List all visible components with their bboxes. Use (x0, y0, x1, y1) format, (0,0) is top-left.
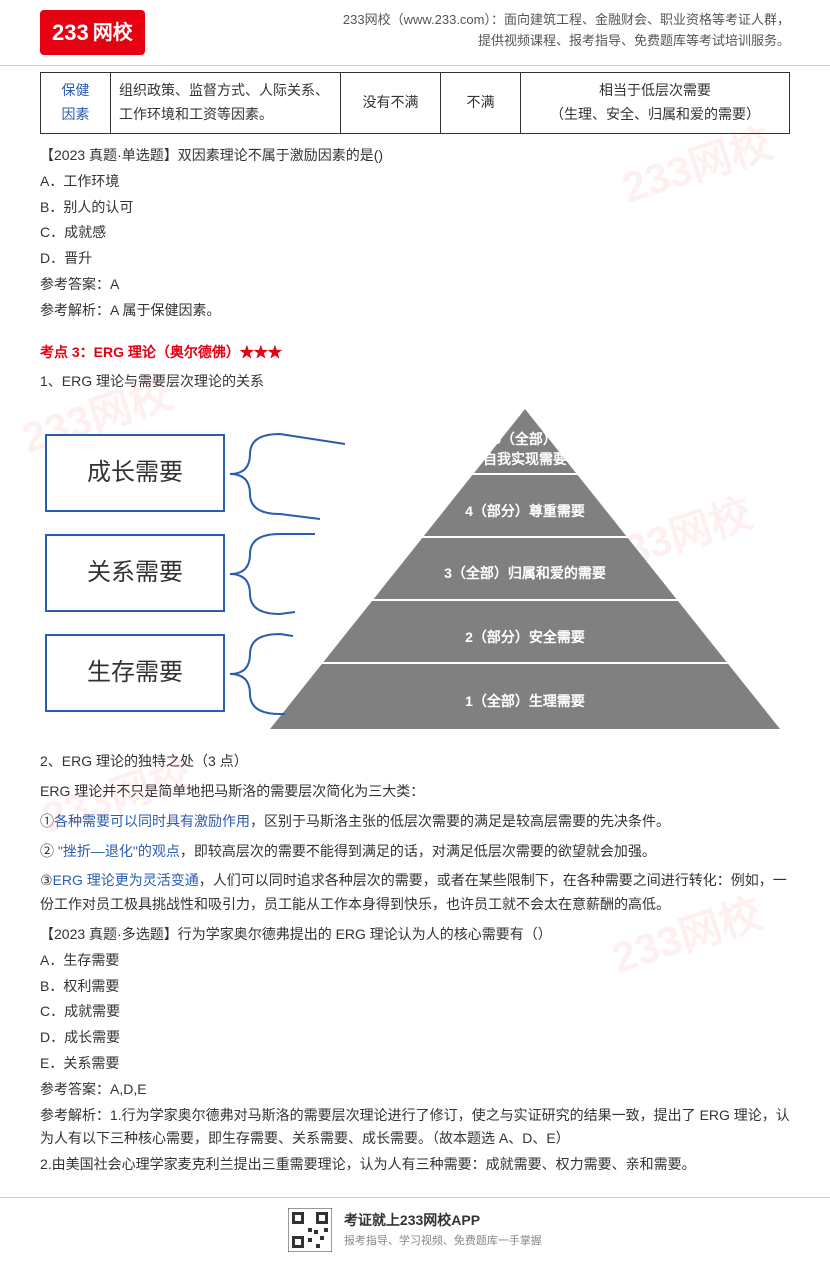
cell-present: 没有不满 (341, 73, 441, 134)
body-p3: ERG 理论并不只是简单地把马斯洛的需要层次简化为三大类： (40, 780, 790, 804)
brace-growth (225, 424, 365, 524)
q2-option-e: E．关系需要 (40, 1052, 790, 1076)
cell-line: （生理、安全、归属和爱的需要） (529, 103, 781, 127)
qr-code-icon (288, 1208, 332, 1252)
q1-explanation: 参考解析：A 属于保健因素。 (40, 299, 790, 323)
q1-option-d: D．晋升 (40, 247, 790, 271)
body-p5: ② "挫折—退化"的观点，即较高层次的需要不能得到满足的话，对满足低层次需要的欲… (40, 840, 790, 864)
p4-link: 各种需要可以同时具有激励作用 (54, 813, 250, 829)
header-line2: 提供视频课程、报考指导、免费题库等考试培训服务。 (145, 31, 790, 52)
q2-answer: 参考答案：A,D,E (40, 1078, 790, 1102)
pyramid-level4: 4（部分）尊重需要 (445, 500, 605, 524)
pyramid-level3: 3（全部）归属和爱的需要 (425, 562, 625, 586)
p5-prefix: ② (40, 843, 58, 859)
header-tagline: 233网校（www.233.com）：面向建筑工程、金融财会、职业资格等考证人群… (145, 10, 790, 52)
keypoint3-title: 考点 3：ERG 理论（奥尔德佛）★★★ (40, 341, 790, 365)
erg-box-growth: 成长需要 (45, 434, 225, 512)
q1-option-b: B．别人的认可 (40, 196, 790, 220)
question1-stem: 【2023 真题·单选题】双因素理论不属于激励因素的是() (40, 144, 790, 168)
q1-answer: 参考答案：A (40, 273, 790, 297)
page-footer: 考证就上233网校APP 报考指导、学习视频、免费题库一手掌握 (0, 1197, 830, 1270)
erg-box-existence: 生存需要 (45, 634, 225, 712)
cell-maslow: 相当于低层次需要 （生理、安全、归属和爱的需要） (521, 73, 790, 134)
cell-line: 相当于低层次需要 (529, 79, 781, 103)
pyramid-level2: 2（部分）安全需要 (425, 626, 625, 650)
body-p4: ①各种需要可以同时具有激励作用，区别于马斯洛主张的低层次需要的满足是较高层需要的… (40, 810, 790, 834)
cell-factor-desc: 组织政策、监督方式、人际关系、工作环境和工资等因素。 (111, 73, 341, 134)
brace-existence (225, 624, 365, 724)
page-header: 233 网校 233网校（www.233.com）：面向建筑工程、金融财会、职业… (0, 0, 830, 66)
footer-line2: 报考指导、学习视频、免费题库一手掌握 (344, 1232, 542, 1251)
question2-stem: 【2023 真题·多选题】行为学家奥尔德弗提出的 ERG 理论认为人的核心需要有… (40, 923, 790, 947)
q1-option-a: A．工作环境 (40, 170, 790, 194)
p4-prefix: ① (40, 813, 54, 829)
erg-box-relatedness: 关系需要 (45, 534, 225, 612)
cell-line: 因素 (49, 103, 102, 127)
factors-table: 保健 因素 组织政策、监督方式、人际关系、工作环境和工资等因素。 没有不满 不满… (40, 72, 790, 134)
q2-option-d: D．成长需要 (40, 1026, 790, 1050)
q2-explanation2: 2.由美国社会心理学家麦克利兰提出三重需要理论，认为人有三种需要：成就需要、权力… (40, 1153, 790, 1177)
q2-option-b: B．权利需要 (40, 975, 790, 999)
page-content: 保健 因素 组织政策、监督方式、人际关系、工作环境和工资等因素。 没有不满 不满… (0, 72, 830, 1197)
q2-option-c: C．成就需要 (40, 1000, 790, 1024)
cell-absent: 不满 (441, 73, 521, 134)
p5-suffix: ，即较高层次的需要不能得到满足的话，对满足低层次需要的欲望就会加强。 (180, 843, 656, 859)
table-row: 保健 因素 组织政策、监督方式、人际关系、工作环境和工资等因素。 没有不满 不满… (41, 73, 790, 134)
logo-number: 233 (52, 14, 89, 51)
p6-prefix: ③ (40, 872, 53, 888)
cell-line: 保健 (49, 79, 102, 103)
keypoint3-sub1: 1、ERG 理论与需要层次理论的关系 (40, 370, 790, 394)
q2-option-a: A．生存需要 (40, 949, 790, 973)
p5-link: "挫折—退化"的观点 (58, 843, 180, 859)
body-p2: 2、ERG 理论的独特之处（3 点） (40, 750, 790, 774)
q2-explanation1: 参考解析：1.行为学家奥尔德弗对马斯洛的需要层次理论进行了修订，使之与实证研究的… (40, 1104, 790, 1152)
brace-relatedness (225, 524, 365, 624)
pyramid-level5-l2: 自我实现需要 (465, 448, 585, 472)
p6-link: ERG 理论更为灵活变通 (53, 872, 199, 888)
q1-option-c: C．成就感 (40, 221, 790, 245)
site-logo: 233 网校 (40, 10, 145, 55)
erg-pyramid-diagram: 5（全部） 自我实现需要 4（部分）尊重需要 3（全部）归属和爱的需要 2（部分… (45, 404, 785, 744)
footer-text: 考证就上233网校APP 报考指导、学习视频、免费题库一手掌握 (344, 1209, 542, 1251)
header-line1: 233网校（www.233.com）：面向建筑工程、金融财会、职业资格等考证人群… (145, 10, 790, 31)
footer-line1: 考证就上233网校APP (344, 1209, 542, 1233)
logo-text: 网校 (93, 16, 133, 50)
pyramid-level1: 1（全部）生理需要 (425, 690, 625, 714)
cell-factor-name: 保健 因素 (41, 73, 111, 134)
p4-suffix: ，区别于马斯洛主张的低层次需要的满足是较高层需要的先决条件。 (250, 813, 670, 829)
body-p6: ③ERG 理论更为灵活变通，人们可以同时追求各种层次的需要，或者在某些限制下，在… (40, 869, 790, 917)
